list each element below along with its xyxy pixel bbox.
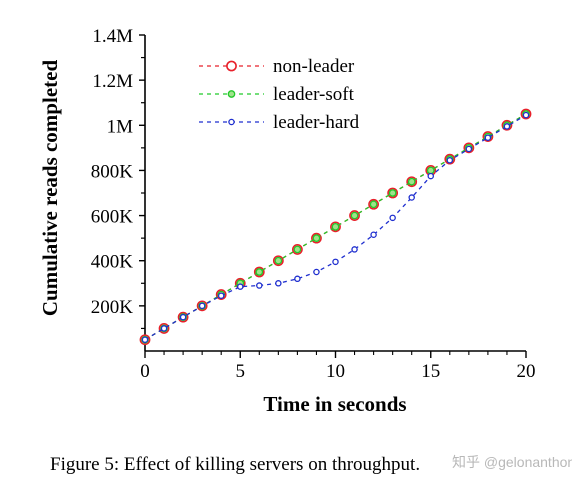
legend-marker [227,90,236,98]
series-layer [139,108,532,346]
data-point [331,223,340,231]
legend-entry: leader-hard [199,112,360,133]
data-point [274,256,283,265]
data-point [407,177,416,186]
legend-marker [228,118,235,126]
y-tick-label: 200K [91,297,134,318]
series-leader-hard [141,111,530,343]
legend-entry: leader-soft [199,84,355,105]
x-tick-label: 15 [421,361,440,382]
data-point [313,268,320,276]
data-point [198,302,206,310]
data-point [256,282,263,289]
y-axis-ticks: 200K 400K 600K 800K 1M 1.2M 1.4M [91,26,145,330]
x-tick-label: 10 [326,361,345,382]
y-tick-label: 1M [107,116,134,137]
y-tick-label: 600K [91,207,134,228]
y-tick-label: 1.4M [92,26,133,47]
data-point [427,172,434,180]
legend-marker [226,60,237,72]
data-point [503,123,511,130]
data-point [312,234,321,242]
data-point [389,214,396,222]
y-axis-title: Cumulative reads completed [38,60,62,317]
y-tick-label: 800K [91,161,134,182]
x-axis-title: Time in seconds [263,392,406,416]
data-point [255,268,264,276]
data-point [465,145,473,153]
data-point [217,292,225,299]
data-point [370,231,377,239]
y-tick-label: 400K [91,252,134,273]
legend-label: leader-hard [273,112,360,133]
data-point [141,336,149,343]
data-point [408,194,415,201]
data-point [293,245,302,254]
data-point [160,325,168,332]
data-point [388,189,397,197]
data-point [332,258,339,266]
data-point [484,134,492,141]
data-point [369,200,378,209]
legend: non-leader leader-soft leader-hard [199,56,360,133]
x-axis-ticks: 0 5 10 15 20 [140,351,536,382]
x-tick-label: 0 [140,361,150,382]
data-point [294,275,301,283]
data-point [179,313,187,321]
legend-entry: non-leader [199,56,355,77]
data-point [350,211,359,220]
figure-caption: Figure 5: Effect of killing servers on t… [50,454,420,475]
legend-label: non-leader [273,56,355,77]
y-tick-label: 1.2M [92,71,133,92]
legend-label: leader-soft [273,84,355,105]
data-point [426,166,435,175]
watermark: 知乎 @gelonanthony [452,454,572,470]
data-point [446,157,454,164]
x-tick-label: 5 [236,361,246,382]
data-point [351,246,358,253]
data-point [236,283,244,290]
x-tick-label: 20 [517,361,536,382]
data-point [522,111,530,119]
data-point [275,280,282,287]
